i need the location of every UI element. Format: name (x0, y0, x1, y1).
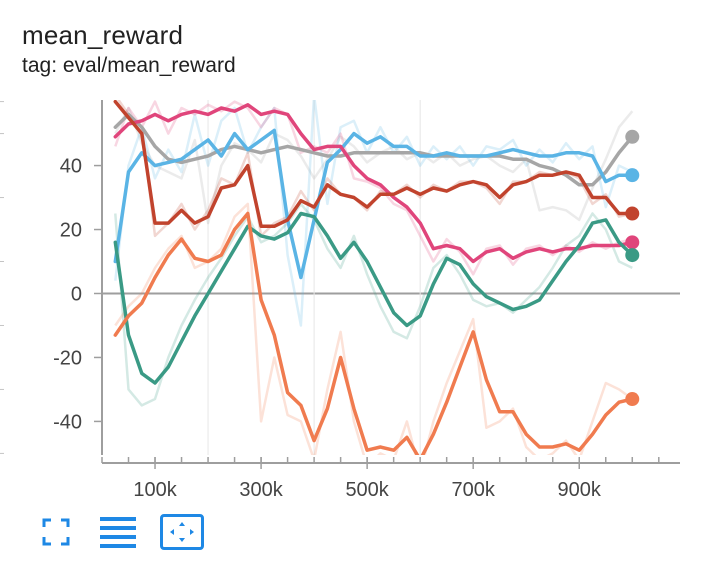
x-tick-label: 100k (133, 479, 177, 500)
series-line-run_blue[interactable] (113, 128, 635, 280)
series-line-run_pink[interactable] (113, 103, 635, 264)
y-tick-label: -40 (53, 411, 82, 433)
x-tick-label: 900k (558, 479, 602, 500)
series-line-run_orange[interactable] (113, 211, 635, 460)
chart-tag: tag: eval/mean_reward (22, 54, 236, 77)
fullscreen-icon (42, 518, 70, 546)
series-raw-line-run_gray (114, 106, 634, 225)
series-raw-line-run_orange (114, 202, 634, 455)
series-endpoint-run_gray[interactable] (625, 129, 640, 144)
fullscreen-button[interactable] (34, 512, 78, 552)
y-tick-label: -20 (53, 347, 82, 369)
toggle-legend-button[interactable] (96, 512, 140, 552)
chart-title: mean_reward (22, 20, 184, 50)
fit-domain-icon (170, 522, 194, 542)
series-raw-line-run_darkred (117, 100, 633, 238)
y-tick-label: 0 (71, 283, 82, 305)
series-line-run_gray[interactable] (113, 112, 635, 187)
plot-area[interactable] (113, 95, 635, 472)
series-endpoint-run_teal[interactable] (625, 248, 640, 263)
series-endpoint-run_pink[interactable] (625, 235, 640, 250)
fit-domain-button[interactable] (160, 514, 204, 550)
series-raw-line-run_teal (114, 202, 633, 407)
y-tick-label: 20 (60, 220, 82, 242)
series-line-run_darkred[interactable] (113, 100, 635, 229)
x-tick-label: 300k (239, 479, 283, 500)
x-tick-label: 700k (452, 479, 496, 500)
series-endpoint-run_orange[interactable] (625, 392, 640, 407)
series-line-run_teal[interactable] (113, 211, 635, 385)
line-chart[interactable]: 40 20 0 -20 -40 100k 300k 500k 700k 900k (0, 0, 708, 500)
x-tick-label: 500k (345, 479, 389, 500)
y-tick-label: 40 (60, 156, 82, 178)
series-endpoint-run_blue[interactable] (625, 168, 640, 183)
series-endpoint-run_darkred[interactable] (625, 206, 640, 221)
list-icon (100, 517, 136, 548)
